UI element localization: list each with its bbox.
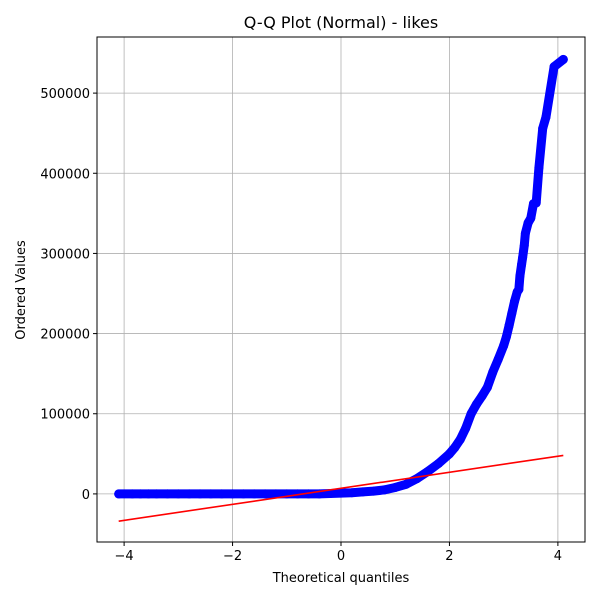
sample-point — [514, 285, 524, 294]
sample-point — [558, 54, 568, 64]
sample-point — [541, 112, 551, 122]
sample-point — [217, 489, 227, 499]
y-tick-label: 300000 — [40, 247, 90, 262]
sample-point — [135, 489, 145, 499]
x-tick-label: −2 — [223, 549, 242, 564]
plot-area — [114, 54, 568, 522]
sample-point — [434, 458, 444, 468]
sample-point — [412, 474, 422, 484]
sample-point — [450, 442, 460, 452]
x-tick-label: −4 — [115, 549, 134, 564]
sample-point — [501, 332, 511, 342]
sample-point — [444, 449, 454, 459]
sample-point — [488, 367, 498, 377]
sample-point — [549, 62, 559, 72]
sample-point — [538, 123, 548, 133]
sample-point — [482, 382, 492, 392]
sample-point — [379, 485, 389, 495]
sample-point — [369, 486, 379, 496]
sample-point — [499, 341, 509, 351]
sample-point — [206, 489, 216, 499]
sample-point — [152, 489, 162, 499]
chart-title: Q-Q Plot (Normal) - likes — [244, 13, 438, 32]
sample-point — [401, 479, 411, 489]
sample-point — [510, 297, 520, 307]
sample-point — [531, 198, 541, 208]
sample-point — [195, 489, 205, 499]
sample-point — [520, 228, 530, 238]
sample-point — [423, 466, 433, 476]
sample-point — [455, 434, 465, 444]
sample-point — [390, 482, 400, 492]
sample-point — [526, 213, 536, 223]
sample-point — [466, 409, 476, 419]
reference-fit-line — [118, 454, 564, 522]
sample-point — [336, 488, 346, 498]
axis-ticks: −4 −2 0 2 4 0 100000 200000 300000 400000 500000 — [40, 87, 562, 564]
sample-point — [517, 260, 527, 270]
sample-point — [518, 252, 528, 262]
sample-point — [461, 423, 471, 433]
y-axis-label: Ordered Values — [14, 240, 29, 340]
sample-point — [472, 399, 482, 409]
y-tick-label: 200000 — [40, 328, 90, 343]
sample-point — [228, 489, 238, 499]
y-tick-label: 100000 — [40, 408, 90, 423]
x-axis-label: Theoretical quantiles — [272, 571, 410, 586]
sample-point — [260, 489, 270, 499]
sample-point — [347, 488, 357, 498]
sample-point — [504, 321, 514, 331]
sample-point — [515, 271, 525, 281]
sample-point — [534, 163, 544, 173]
sample-point — [162, 489, 172, 499]
y-tick-label: 500000 — [40, 87, 90, 102]
grid — [97, 37, 585, 542]
sample-point — [184, 489, 194, 499]
sample-point — [238, 489, 248, 499]
sample-point — [519, 240, 529, 250]
x-tick-label: 4 — [554, 549, 562, 564]
sample-point — [325, 489, 335, 499]
sample-point — [507, 309, 517, 319]
sample-point — [114, 489, 124, 499]
sample-point — [249, 489, 259, 499]
sample-point — [144, 489, 154, 499]
sample-point — [271, 489, 281, 499]
x-tick-label: 2 — [445, 549, 453, 564]
x-tick-label: 0 — [337, 549, 345, 564]
sample-point — [477, 391, 487, 401]
y-tick-label: 0 — [82, 488, 90, 503]
y-tick-label: 400000 — [40, 167, 90, 182]
sample-point — [358, 487, 368, 497]
sample-point — [127, 489, 137, 499]
sample-point — [493, 354, 503, 364]
sample-point — [173, 489, 183, 499]
